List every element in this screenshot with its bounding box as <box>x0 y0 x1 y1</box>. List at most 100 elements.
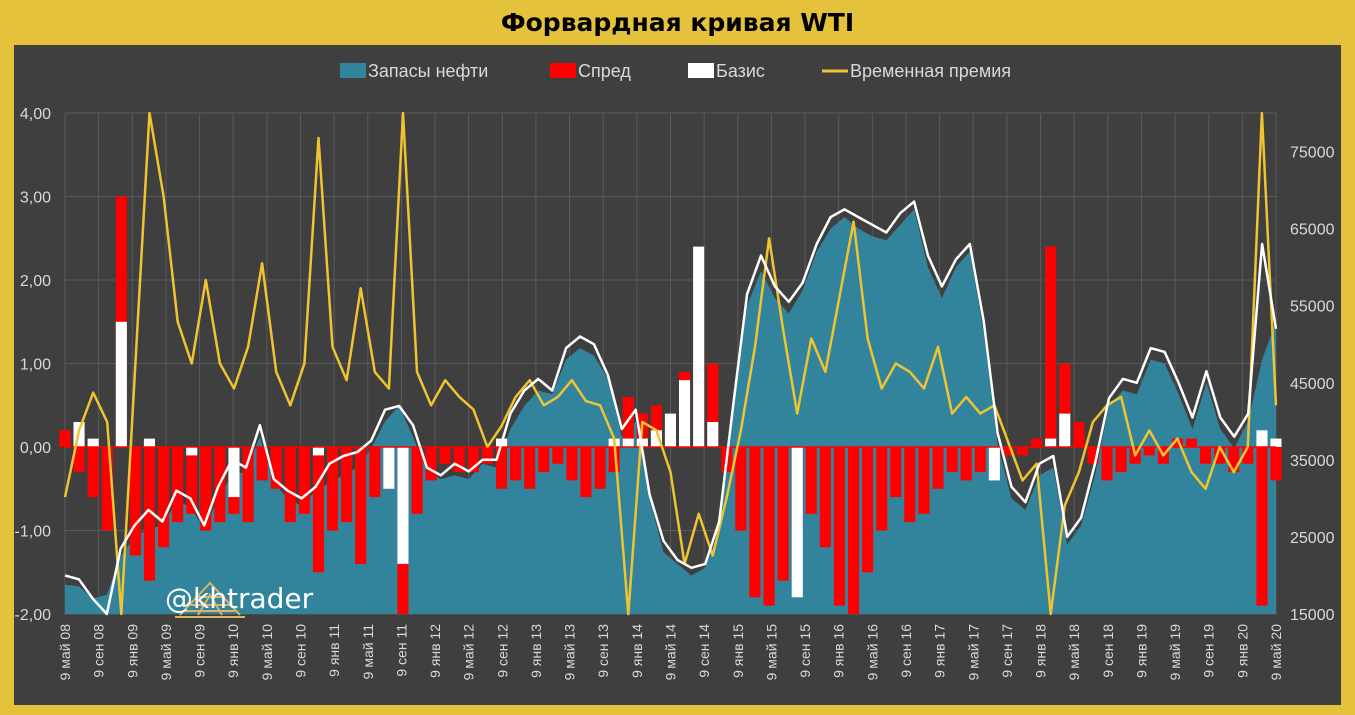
x-tick-label: 9 сен 14 <box>696 624 712 678</box>
bar-basis <box>186 447 198 456</box>
bar-basis <box>707 422 719 447</box>
x-tick-label: 9 сен 16 <box>898 624 914 678</box>
bar-spread <box>242 447 254 523</box>
legend-swatch <box>550 63 576 78</box>
x-tick-label: 9 янв 11 <box>326 624 342 677</box>
bar-spread <box>805 447 817 514</box>
bar-basis <box>1256 430 1268 447</box>
bar-spread <box>510 447 522 481</box>
y-right-tick-label: 75000 <box>1290 145 1335 162</box>
bar-spread <box>73 447 85 473</box>
bar-spread <box>1242 447 1254 464</box>
oil-derrick-logo <box>175 581 245 618</box>
x-tick-label: 9 янв 13 <box>528 624 544 678</box>
x-tick-label: 9 май 19 <box>1167 624 1183 681</box>
bar-spread <box>411 447 423 514</box>
x-tick-label: 9 май 14 <box>663 624 679 681</box>
legend-label: Базис <box>716 61 765 81</box>
bar-spread <box>650 405 662 448</box>
bar-spread <box>763 447 775 606</box>
x-tick-label: 9 янв 18 <box>1033 624 1049 678</box>
bar-spread <box>172 447 184 523</box>
line-series-layer <box>63 111 1278 616</box>
y-left-tick-label: 1,00 <box>20 357 51 374</box>
y-left-tick-label: 3,00 <box>20 190 51 207</box>
y-left-tick-label: -2,00 <box>15 607 52 624</box>
x-tick-label: 9 янв 14 <box>629 624 645 678</box>
y-right-tick-label: 45000 <box>1290 376 1335 393</box>
x-tick-label: 9 май 18 <box>1066 624 1082 681</box>
y-right-tick-label: 65000 <box>1290 222 1335 239</box>
bar-spread <box>707 363 719 447</box>
bar-spread <box>932 447 944 489</box>
bar-spread <box>1031 438 1043 447</box>
bar-spread <box>129 447 141 556</box>
x-tick-label: 9 сен 18 <box>1100 624 1116 678</box>
x-tick-label: 9 сен 09 <box>192 624 208 678</box>
x-tick-label: 9 май 17 <box>965 624 981 681</box>
y-right-tick-label: 15000 <box>1290 607 1335 624</box>
bar-spread <box>425 447 437 481</box>
legend-swatch <box>688 63 714 78</box>
bar-spread <box>312 447 324 573</box>
x-tick-label: 9 янв 12 <box>427 624 443 678</box>
bar-spread <box>481 447 493 464</box>
chart-title: Форвардная кривая WTI <box>500 8 855 37</box>
bar-spread <box>369 447 381 498</box>
x-tick-label: 9 май 15 <box>763 624 779 681</box>
bar-spread <box>862 447 874 573</box>
bar-basis <box>312 447 324 456</box>
bar-basis <box>693 246 705 447</box>
bar-spread <box>256 447 268 481</box>
bar-spread <box>904 447 916 523</box>
bar-spread <box>890 447 902 498</box>
x-tick-label: 9 янв 09 <box>124 624 140 678</box>
bar-spread <box>1087 447 1099 464</box>
x-tick-label: 9 янв 19 <box>1133 624 1149 678</box>
y-left-tick-label: 2,00 <box>20 273 51 290</box>
bar-spread <box>552 447 564 464</box>
bar-basis <box>1270 438 1282 447</box>
x-tick-label: 9 май 09 <box>158 624 174 681</box>
bar-spread <box>1101 447 1113 481</box>
x-tick-label: 9 сен 17 <box>999 624 1015 678</box>
x-tick-label: 9 янв 10 <box>225 624 241 678</box>
area-series-layer <box>65 209 1276 615</box>
bar-basis <box>228 447 240 498</box>
bar-spread <box>608 447 620 473</box>
bar-spread <box>524 447 536 489</box>
bar-spread <box>1002 447 1014 456</box>
x-tick-label: 9 май 16 <box>864 624 880 681</box>
bar-spread <box>439 447 451 464</box>
x-tick-label: 9 май 11 <box>360 624 376 680</box>
bar-spread <box>918 447 930 514</box>
bar-spread <box>101 447 113 531</box>
bar-spread <box>270 447 282 489</box>
bar-spread <box>974 447 986 473</box>
bar-basis <box>383 447 395 489</box>
x-tick-label: 9 янв 16 <box>831 624 847 678</box>
bar-spread <box>87 447 99 498</box>
line-series-time-premium <box>63 111 1278 616</box>
bar-spread <box>819 447 831 548</box>
x-tick-label: 9 сен 15 <box>797 624 813 678</box>
bar-spread <box>453 447 465 473</box>
x-tick-label: 9 май 12 <box>461 624 477 681</box>
bar-spread <box>1143 447 1155 456</box>
bar-spread <box>1059 363 1071 447</box>
x-tick-label: 9 май 20 <box>1268 624 1284 681</box>
bar-basis <box>791 447 803 598</box>
bar-spread <box>115 196 127 447</box>
bar-spread <box>876 447 888 531</box>
x-tick-label: 9 сен 08 <box>91 624 107 678</box>
bar-spread <box>467 447 479 473</box>
bar-spread <box>1185 438 1197 447</box>
bar-spread <box>538 447 550 473</box>
bar-basis <box>1045 438 1057 447</box>
bar-basis <box>622 438 634 447</box>
bar-spread <box>327 447 339 531</box>
legend-swatch <box>340 63 366 78</box>
legend: Запасы нефти Спред Базис Временная премия <box>340 61 1011 81</box>
axis-labels-layer: 4,00 3,00 2,00 1,00 0,00 -1,00 -2,00 75000 65000… <box>15 106 1335 680</box>
